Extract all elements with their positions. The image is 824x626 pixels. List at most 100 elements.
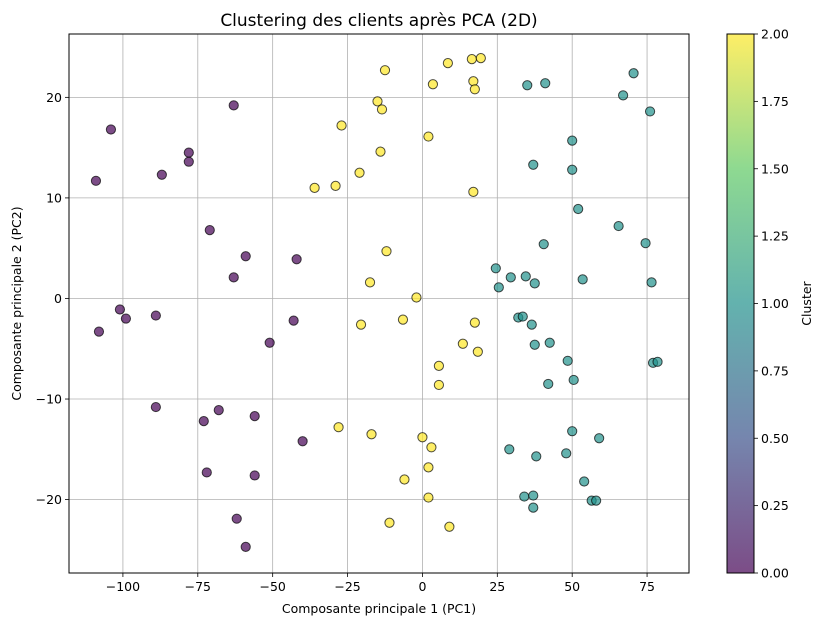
data-point-cluster-1 [562,355,573,366]
data-point-cluster-1 [561,448,572,459]
grid-lines [69,34,689,573]
data-point-cluster-1 [613,220,624,232]
data-point-cluster-2 [433,360,445,371]
data-point-cluster-1 [519,491,530,502]
data-point-cluster-1 [522,80,533,91]
x-axis-label: Composante principale 1 (PC1) [282,601,476,616]
colorbar [727,34,754,573]
data-point-cluster-0 [90,175,102,186]
x-tick-label: −25 [334,579,360,594]
data-point-cluster-1 [505,272,516,283]
data-point-cluster-2 [426,442,437,453]
data-point-cluster-2 [333,422,344,433]
data-points [90,53,663,552]
colorbar-tick-label: 1.50 [761,161,789,176]
plot-frame [68,33,690,574]
data-point-cluster-0 [291,254,302,265]
data-point-cluster-1 [517,311,528,322]
data-point-cluster-1 [531,451,542,462]
data-point-cluster-1 [573,203,584,215]
data-point-cluster-1 [504,444,515,455]
data-point-cluster-2 [423,131,434,142]
data-point-cluster-2 [384,517,395,528]
data-point-cluster-2 [469,84,480,95]
y-tick-label: −20 [36,492,62,507]
data-point-cluster-1 [652,356,663,367]
data-point-cluster-2 [364,277,376,288]
data-point-cluster-0 [120,313,132,324]
colorbar-tick-label: 0.00 [761,566,789,581]
data-point-cluster-2 [399,474,410,485]
data-point-cluster-0 [105,124,117,135]
data-point-cluster-1 [644,106,656,117]
data-point-cluster-2 [330,180,341,191]
y-axis-label: Composante principale 2 (PC2) [9,206,24,400]
x-tick-label: 75 [639,579,655,594]
data-point-cluster-1 [628,68,639,79]
y-axis: −20 −10 0 10 20 [36,90,69,507]
data-point-cluster-0 [228,100,239,111]
data-point-cluster-2 [466,54,477,65]
data-point-cluster-0 [198,416,209,427]
data-point-cluster-1 [538,239,549,250]
data-point-cluster-0 [156,169,167,180]
data-point-cluster-2 [355,319,367,330]
data-point-cluster-0 [249,470,260,481]
data-point-cluster-1 [528,490,539,501]
data-point-cluster-1 [544,337,555,348]
x-axis: −100 −75 −50 −25 0 25 50 75 [106,573,655,594]
data-point-cluster-1 [591,495,602,506]
data-point-cluster-0 [183,156,194,167]
x-tick-label: −50 [259,579,285,594]
data-point-cluster-2 [457,338,468,349]
data-point-cluster-1 [529,278,540,289]
data-point-cluster-0 [93,326,105,337]
data-point-cluster-2 [366,429,377,440]
data-point-cluster-1 [646,277,657,288]
y-tick-label: 0 [54,291,62,306]
data-point-cluster-0 [231,513,242,524]
data-point-cluster-2 [472,346,483,357]
data-point-cluster-0 [249,411,260,422]
data-point-cluster-2 [372,96,383,107]
chart-title: Clustering des clients après PCA (2D) [220,11,537,31]
data-point-cluster-0 [288,315,299,326]
data-point-cluster-1 [529,339,540,350]
data-point-cluster-2 [469,317,480,328]
data-point-cluster-2 [442,58,453,69]
x-tick-label: −100 [106,579,140,594]
colorbar-tick-label: 0.50 [761,431,789,446]
y-tick-label: 10 [46,190,62,205]
colorbar-axis: 0.00 0.25 0.50 0.75 1.00 1.25 1.50 1.75 2.00 [754,27,789,581]
colorbar-tick-label: 1.75 [761,94,789,109]
data-point-cluster-2 [433,379,445,391]
data-point-cluster-1 [618,90,629,101]
data-point-cluster-0 [114,304,126,315]
data-point-cluster-0 [297,436,308,447]
data-point-cluster-1 [579,476,590,487]
data-point-cluster-2 [336,120,347,131]
data-point-cluster-0 [150,401,161,413]
data-point-cluster-2 [354,167,365,178]
data-point-cluster-0 [183,147,194,158]
data-point-cluster-1 [528,502,539,513]
data-point-cluster-0 [228,272,239,283]
data-point-cluster-1 [567,164,578,175]
data-point-cluster-0 [240,541,251,552]
data-point-cluster-0 [213,404,224,416]
x-tick-label: 25 [489,579,505,594]
data-point-cluster-2 [309,182,320,193]
data-point-cluster-2 [376,104,388,115]
data-point-cluster-2 [423,492,434,503]
x-tick-label: 50 [564,579,580,594]
data-point-cluster-1 [577,274,588,285]
colorbar-label: Cluster [799,280,814,325]
colorbar-tick-label: 1.25 [761,229,789,244]
data-point-cluster-1 [526,319,537,330]
data-point-cluster-0 [150,310,161,321]
data-point-cluster-0 [204,224,215,236]
data-point-cluster-1 [640,238,651,249]
data-point-cluster-1 [528,159,539,170]
x-tick-label: −75 [185,579,211,594]
